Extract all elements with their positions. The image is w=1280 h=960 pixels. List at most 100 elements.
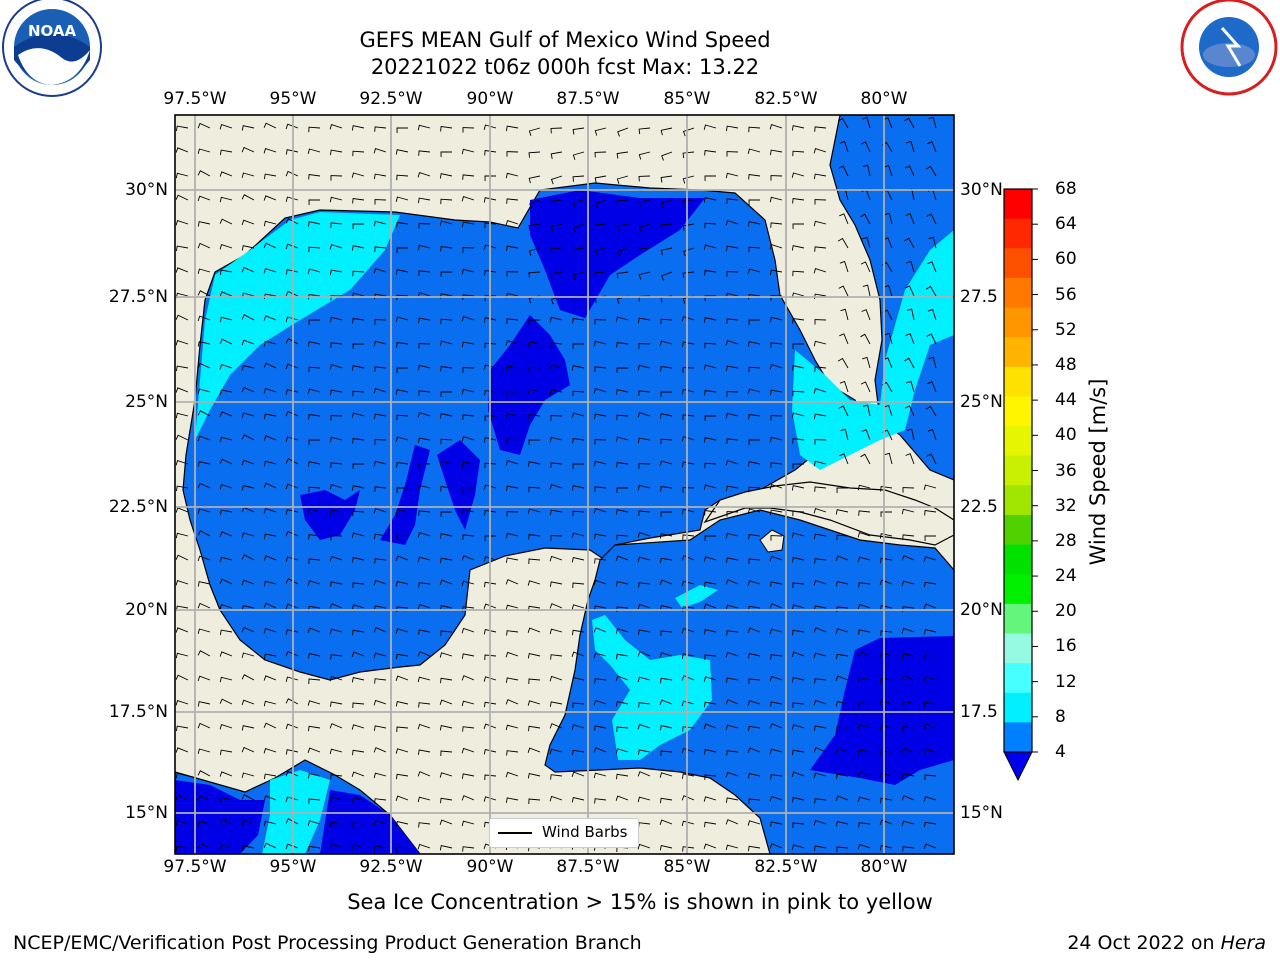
wind-barb xyxy=(681,747,695,754)
wind-barb xyxy=(307,388,321,394)
wind-barb xyxy=(593,747,607,753)
wind-barb xyxy=(373,652,387,659)
colorbar-tick-label: 36 xyxy=(1055,460,1077,481)
wind-barb xyxy=(439,724,453,731)
wind-barb xyxy=(703,603,717,609)
wind-barb xyxy=(285,316,299,322)
wind-barb xyxy=(528,366,541,373)
wind-barb xyxy=(747,461,761,467)
wind-barb xyxy=(571,532,585,538)
wind-barb xyxy=(862,116,871,129)
wind-under-4-caribbean xyxy=(810,636,954,785)
wind-barb xyxy=(791,724,805,730)
wind-barb xyxy=(593,388,607,394)
wind-barb xyxy=(904,237,915,249)
wind-barb xyxy=(883,284,893,297)
wind-barb xyxy=(241,219,255,226)
wind-barb xyxy=(175,387,189,393)
wind-barb xyxy=(285,749,299,755)
wind-barb xyxy=(906,140,915,153)
wind-barb xyxy=(308,246,321,253)
wind-barb xyxy=(506,198,519,204)
wind-barb xyxy=(703,197,717,203)
wind-barb xyxy=(219,509,233,516)
wind-barb xyxy=(373,268,387,274)
wind-barb xyxy=(440,677,453,684)
wind-barb xyxy=(285,170,299,177)
wind-barb xyxy=(285,123,299,130)
wind-barb xyxy=(175,245,189,252)
wind-barb xyxy=(770,462,783,468)
wind-barb xyxy=(285,410,299,417)
wind-barb xyxy=(263,413,277,420)
wind-barb xyxy=(505,579,519,585)
wind-barb xyxy=(660,511,672,518)
wind-barb xyxy=(813,819,827,826)
wind-barb xyxy=(484,535,496,542)
wind-barb xyxy=(769,364,783,370)
wind-barb xyxy=(263,388,277,394)
legend-box: Wind Barbs xyxy=(489,818,639,848)
colorbar-frame xyxy=(1003,188,1033,753)
wind-barb xyxy=(175,340,189,346)
wind-barb xyxy=(682,127,695,137)
wind-barb xyxy=(352,270,365,277)
lat-tick-right: 30°N xyxy=(960,180,1003,200)
wind-barb xyxy=(219,171,233,177)
wind-barb xyxy=(704,295,716,302)
wind-barb xyxy=(682,175,695,184)
wind-barb xyxy=(813,533,827,540)
wind-barb xyxy=(814,486,827,492)
wind-barb xyxy=(329,196,343,203)
wind-barb xyxy=(241,412,255,418)
wind-barb xyxy=(351,556,365,563)
wind-barb xyxy=(792,197,805,204)
wind-barb xyxy=(726,318,739,324)
wind-barb xyxy=(175,820,189,826)
wind-barb xyxy=(484,175,496,182)
wind-barb xyxy=(924,821,937,828)
wind-barb xyxy=(417,556,431,563)
wind-barb xyxy=(923,843,937,849)
wind-barb xyxy=(219,749,233,756)
wind-barb xyxy=(175,580,189,586)
wind-barb xyxy=(704,415,716,422)
wind-barb xyxy=(197,795,211,802)
wind-barb xyxy=(879,652,893,658)
wind-barb xyxy=(925,165,937,177)
wind-barb xyxy=(462,414,475,420)
wind-barb xyxy=(263,820,277,827)
wind-barb xyxy=(396,174,409,181)
wind-barb xyxy=(703,628,717,635)
wind-barb xyxy=(396,653,409,660)
chart-subtitle: 20221022 t06z 000h fcst Max: 13.22 xyxy=(370,55,760,79)
wind-barb xyxy=(418,582,431,588)
wind-barb xyxy=(528,413,541,420)
wind-barb xyxy=(351,172,365,178)
wind-barb xyxy=(351,125,365,131)
wind-barb xyxy=(374,319,387,325)
wind-barb xyxy=(285,650,299,657)
wind-barb xyxy=(439,699,453,705)
colorbar-segment xyxy=(1004,574,1032,605)
wind-barb xyxy=(571,365,585,371)
wind-barb xyxy=(418,223,431,229)
wind-barb xyxy=(285,290,299,297)
wind-barb xyxy=(704,654,717,661)
wind-barb xyxy=(792,629,805,636)
wind-barb xyxy=(659,699,673,705)
wind-barb xyxy=(374,486,387,492)
lat-tick-left: 30°N xyxy=(125,180,168,200)
wind-barb xyxy=(901,508,915,515)
wind-barb xyxy=(505,677,519,683)
wind-barb xyxy=(857,676,871,683)
wind-barb xyxy=(263,773,277,780)
wind-8-12-honduras xyxy=(675,585,718,608)
wind-barb xyxy=(747,747,761,753)
wind-barb xyxy=(616,534,629,541)
colorbar-segment xyxy=(1004,722,1032,753)
wind-barb xyxy=(527,461,541,467)
wind-barb xyxy=(219,269,233,276)
wind-barb xyxy=(197,555,211,562)
wind-barb xyxy=(616,461,629,468)
